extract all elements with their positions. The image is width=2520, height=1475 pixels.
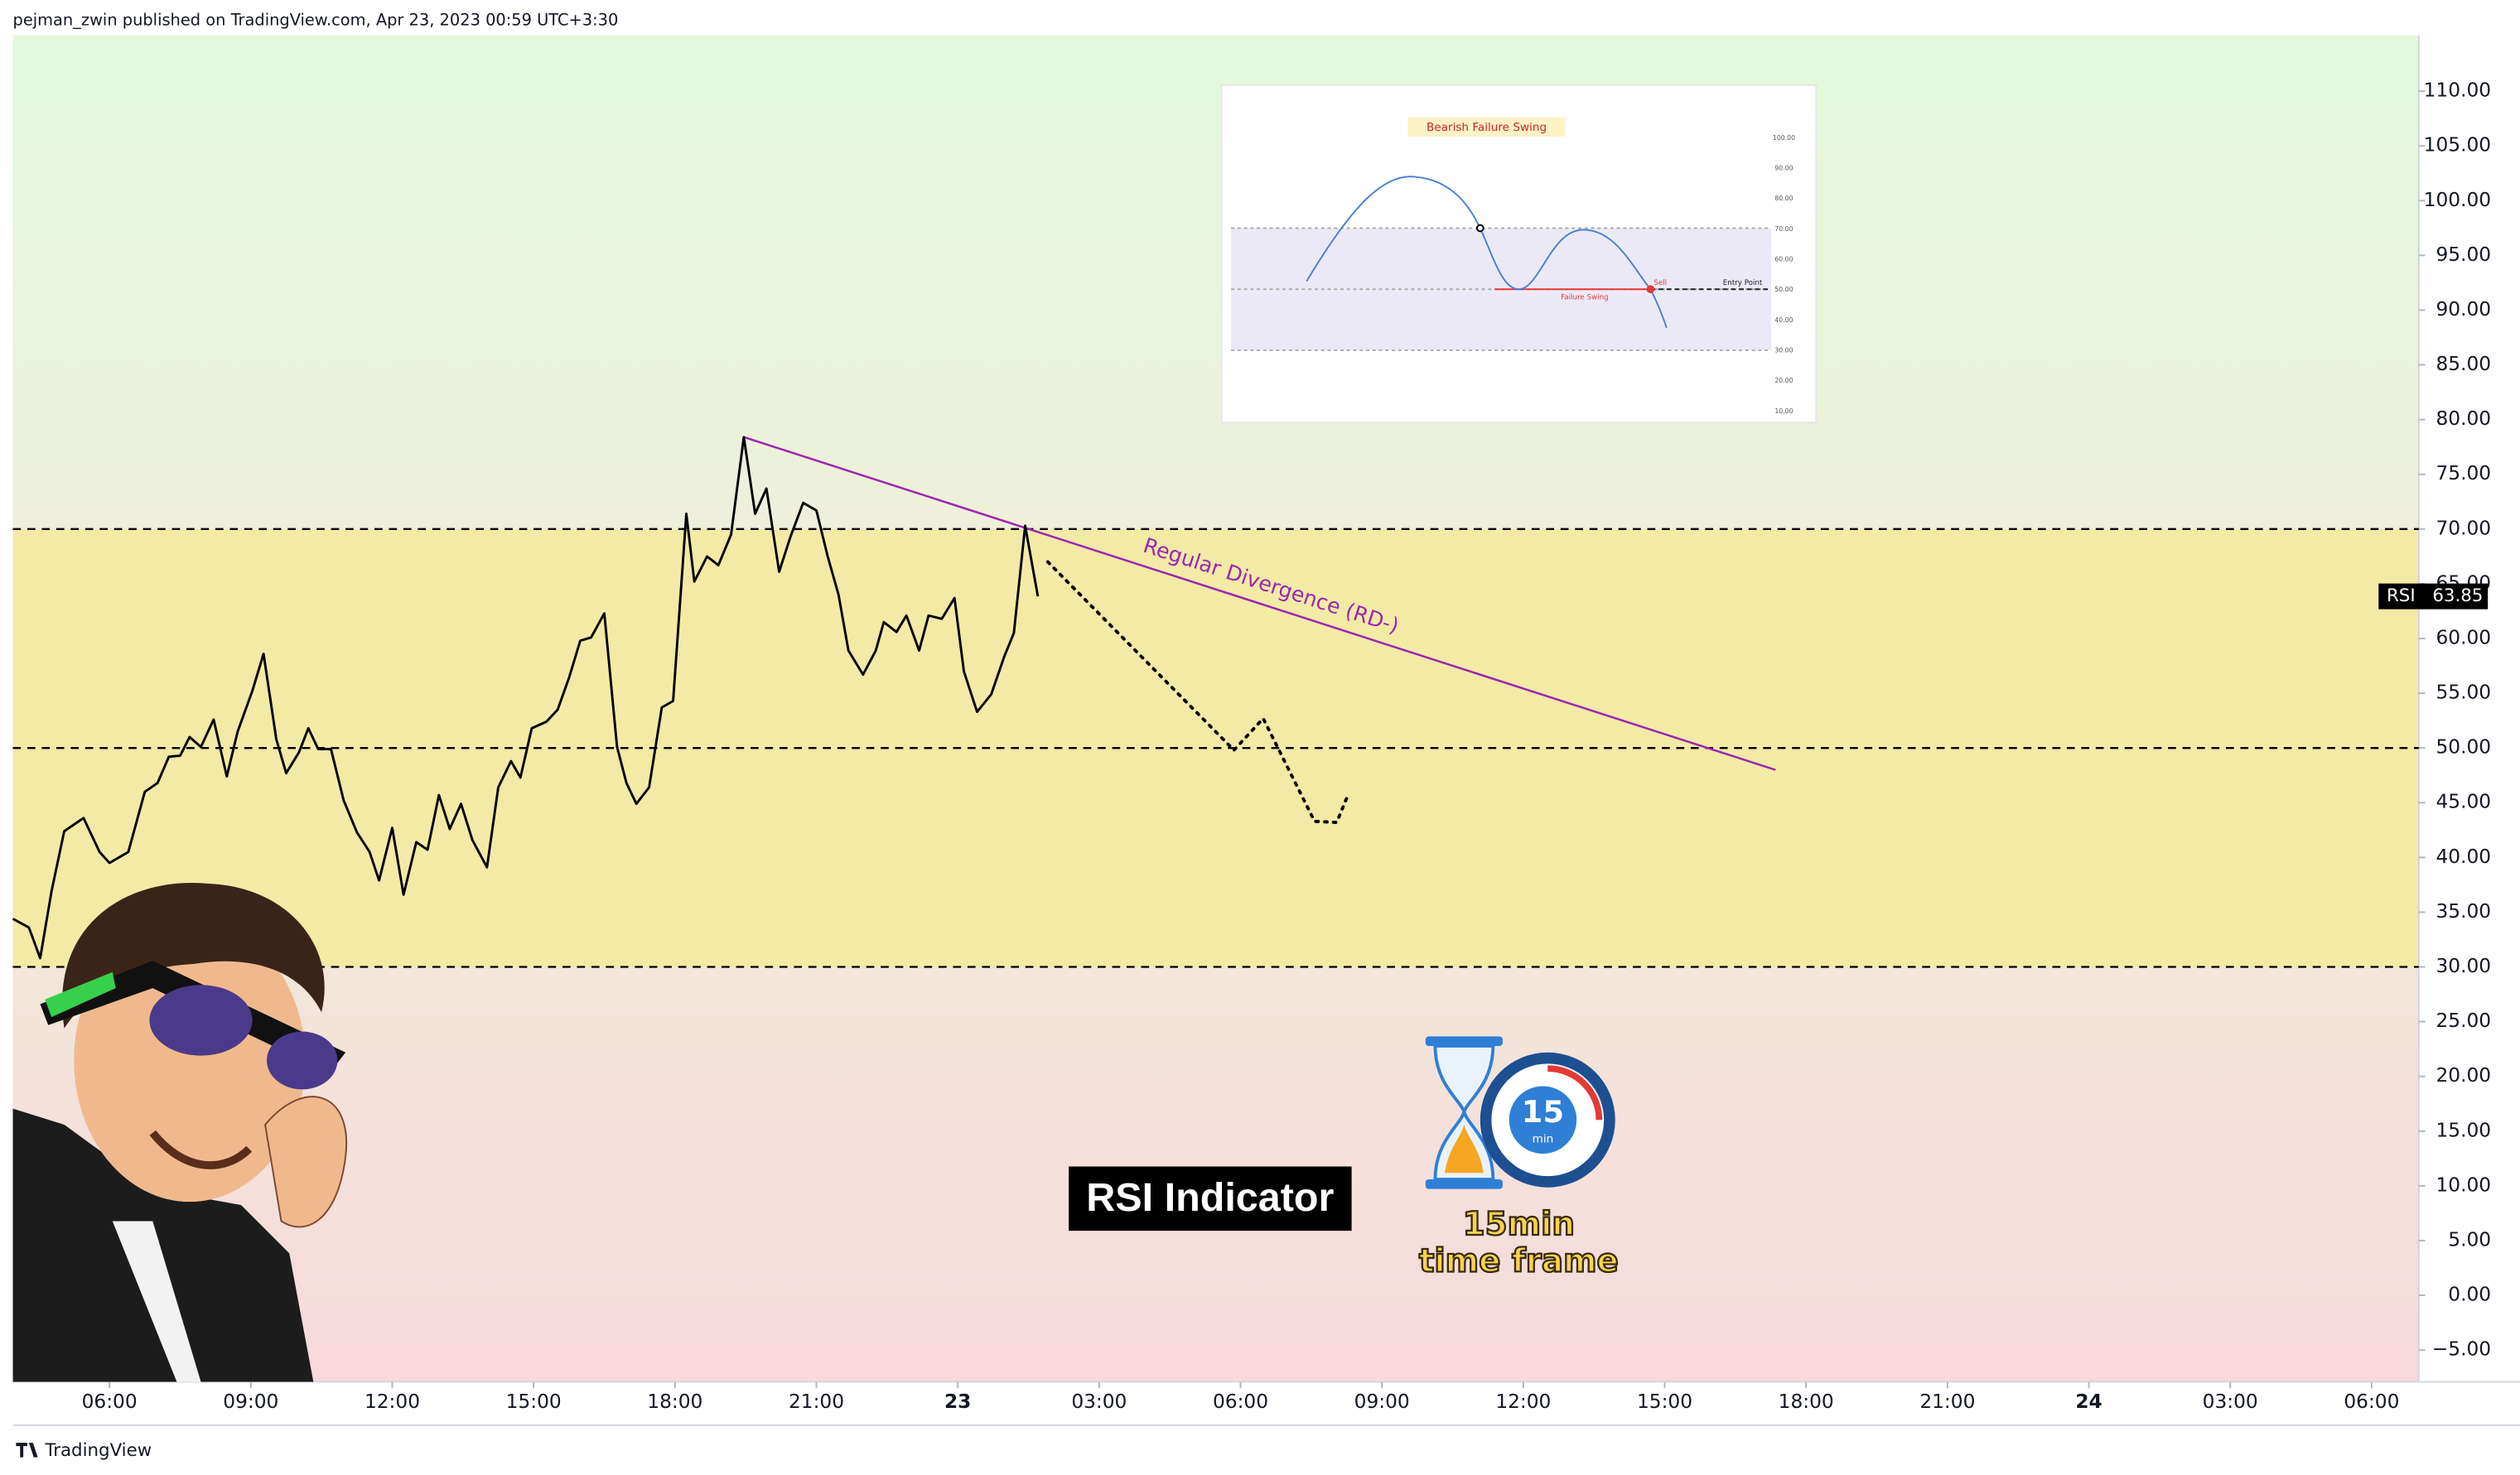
inset-axis: 100.00 90.00 80.00 70.00 60.00 50.00 40.00 30.0… (1773, 134, 1795, 415)
timeframe-line: time frame (1419, 1242, 1619, 1280)
y-tick-label: 20.00 (2436, 1064, 2491, 1087)
cartoon (12, 883, 348, 1382)
cartoon-mouth (149, 1130, 253, 1169)
cartoon-lens (267, 1031, 338, 1090)
inset-axis-label: 40.00 (1774, 316, 1793, 324)
cartoon-lens (149, 985, 253, 1056)
y-tick-label: 15.00 (2436, 1119, 2491, 1141)
inset-sell: Sell (1653, 279, 1667, 287)
y-tick-label: 85.00 (2436, 353, 2491, 375)
x-tick-label: 21:00 (1919, 1391, 1975, 1413)
y-tick-label: 40.00 (2436, 846, 2491, 868)
x-tick-label: 15:00 (506, 1391, 562, 1413)
y-tick-label: 35.00 (2436, 900, 2491, 923)
inset-axis-label: 90.00 (1774, 165, 1793, 172)
inset-axis-label: 70.00 (1774, 225, 1793, 233)
header: pejman_zwin published on TradingView.com… (13, 11, 619, 30)
timer-number: 15 (1522, 1094, 1564, 1130)
inset-axis-label: 10.00 (1774, 407, 1793, 415)
inset: Bearish Failure Swing Sell Entry Point F… (1220, 84, 1818, 424)
clock-arc (1547, 1065, 1603, 1121)
x-tick-label: 24 (2075, 1391, 2102, 1413)
hourglass-bottom (1425, 1179, 1503, 1189)
last-value-badge (2378, 583, 2489, 610)
y-tick-label: 90.00 (2436, 298, 2491, 321)
x-tick-label: 09:00 (223, 1391, 278, 1413)
cartoon-hair (62, 883, 325, 1029)
clock-center (1509, 1086, 1577, 1154)
inset-axis-label: 80.00 (1774, 195, 1793, 202)
tv-logo (16, 1443, 38, 1458)
inset-entry: Entry Point (1723, 279, 1763, 287)
inset-axis-label: 30.00 (1774, 347, 1793, 354)
inset-title-box (1407, 117, 1566, 137)
y-tick-label: 70.00 (2436, 517, 2491, 539)
y-tick-label: 95.00 (2436, 243, 2491, 266)
inset-axis-label: 20.00 (1774, 377, 1793, 384)
inset-axis-label: 50.00 (1774, 286, 1793, 293)
last-value-label: 63.85 (2432, 586, 2483, 606)
overlay-title: RSI Indicator (1086, 1175, 1334, 1220)
x-tick-label: 03:00 (2203, 1391, 2258, 1413)
footer: TradingView (44, 1440, 152, 1461)
timer-icon: 15 min (1425, 1036, 1615, 1189)
series-name: RSI (2387, 586, 2416, 606)
projection-line (1045, 560, 1349, 825)
y-tick-label: 60.00 (2436, 626, 2491, 648)
x-tick-label: 12:00 (364, 1391, 420, 1413)
y-tick-label: 110.00 (2424, 80, 2491, 102)
timeframe-line: 15min (1463, 1206, 1575, 1243)
x-tick-label: 09:00 (1354, 1391, 1410, 1413)
y-tick-label: 0.00 (2448, 1284, 2491, 1306)
x-tick-label: 15:00 (1637, 1391, 1692, 1413)
y-tick-label: 80.00 (2436, 407, 2491, 430)
y-tick-label: 45.00 (2436, 791, 2491, 813)
y-tick-label: 100.00 (2424, 189, 2491, 211)
cartoon-shirt (112, 1221, 201, 1382)
hourglass-top (1425, 1036, 1503, 1046)
x-tick-label: 06:00 (82, 1391, 138, 1413)
inset-title: Bearish Failure Swing (1427, 121, 1547, 134)
x-tick-label: 23 (944, 1391, 971, 1413)
cartoon-hand (264, 1096, 348, 1228)
y-tick-label: 55.00 (2436, 682, 2491, 704)
x-tick-label: 18:00 (1779, 1391, 1834, 1413)
x-tick-label: 12:00 (1495, 1391, 1551, 1413)
inset-axis-label: 100.00 (1773, 134, 1795, 142)
overlay-box (1069, 1166, 1352, 1232)
hourglass-glass (1433, 1044, 1495, 1181)
timer-unit: min (1533, 1133, 1554, 1146)
y-tick-label: 25.00 (2436, 1010, 2491, 1032)
inset-axis-label: 60.00 (1774, 256, 1793, 263)
divergence-line (743, 436, 1776, 771)
y-tick-label: 75.00 (2436, 462, 2491, 484)
axes: 110.00 105.00 100.00 95.00 90.00 85.00 80.00 75… (12, 35, 2520, 1426)
x-tick-label: 21:00 (789, 1391, 844, 1413)
zone-overbought (12, 35, 2419, 529)
x-tick-label: 03:00 (1071, 1391, 1127, 1413)
cartoon-glasses-arm (45, 971, 116, 1018)
inset-failure: Failure Swing (1561, 293, 1609, 301)
hourglass-sand (1445, 1125, 1484, 1174)
y-tick-label: 50.00 (2436, 736, 2491, 759)
inset-sell-point (1646, 285, 1655, 294)
y-tick-label: −5.00 (2432, 1338, 2491, 1361)
y-tick-label: 10.00 (2436, 1174, 2491, 1196)
inset-curve (1306, 176, 1668, 329)
rsi-line (12, 436, 1040, 960)
cartoon-suit (12, 1108, 314, 1382)
y-tick-label: 105.00 (2424, 134, 2491, 157)
x-tick-label: 18:00 (647, 1391, 702, 1413)
y-tick-label: 30.00 (2436, 955, 2491, 977)
inset-point (1475, 224, 1484, 233)
x-tick-label: 06:00 (1213, 1391, 1268, 1413)
x-tick-label: 06:00 (2344, 1391, 2399, 1413)
cartoon-glasses-frame (40, 961, 346, 1073)
y-tick-label: 5.00 (2448, 1228, 2491, 1251)
